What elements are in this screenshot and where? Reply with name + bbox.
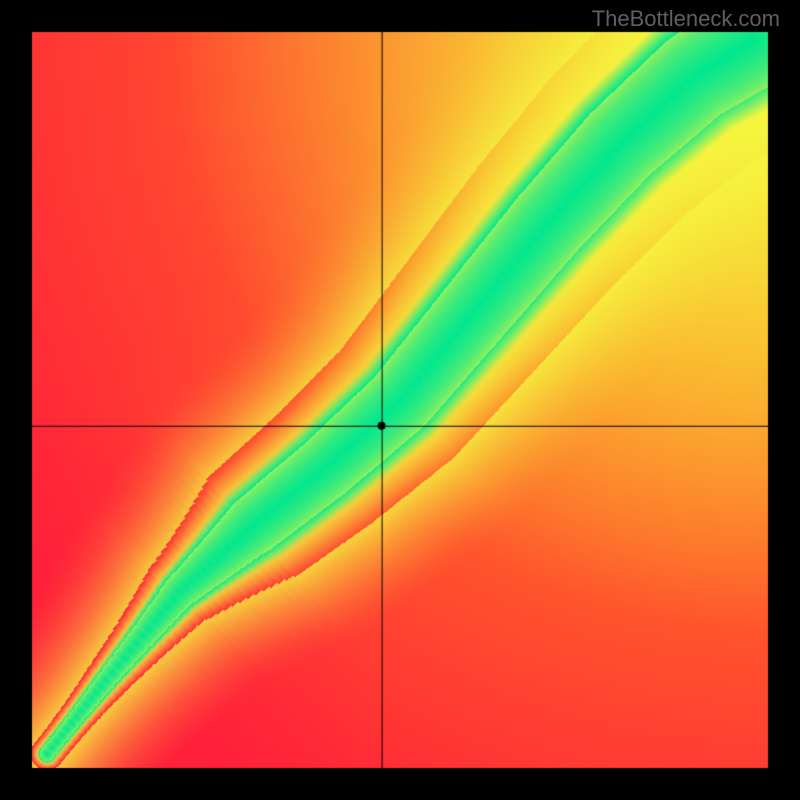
- watermark-text: TheBottleneck.com: [592, 6, 780, 32]
- bottleneck-heatmap: [0, 0, 800, 800]
- chart-container: TheBottleneck.com: [0, 0, 800, 800]
